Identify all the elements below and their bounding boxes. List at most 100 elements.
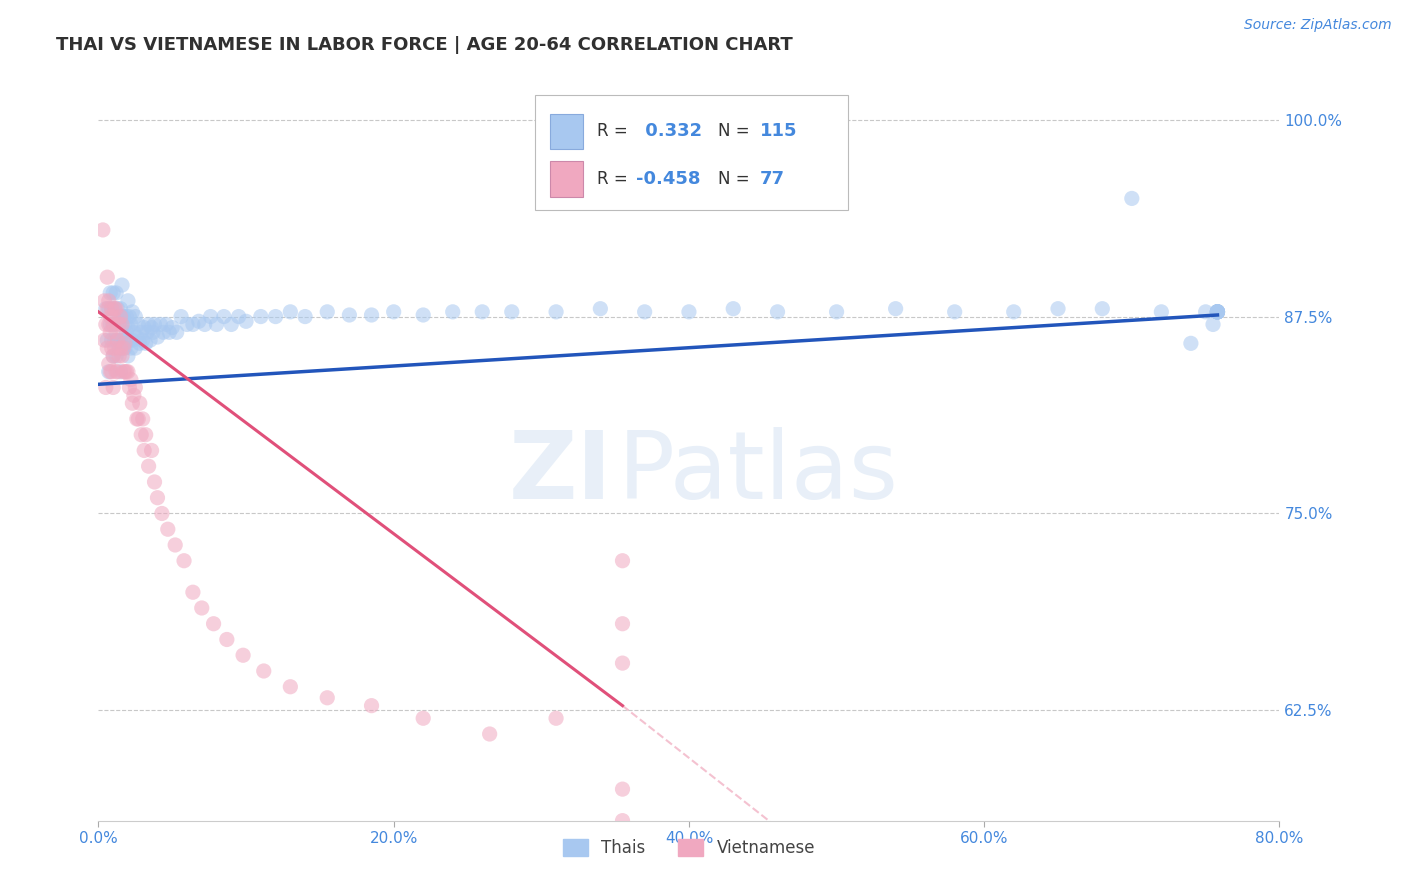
Point bbox=[143, 318, 166, 332]
Point bbox=[108, 341, 131, 355]
Point bbox=[122, 388, 145, 402]
Point bbox=[117, 349, 139, 363]
Point bbox=[105, 301, 128, 316]
Point bbox=[107, 301, 129, 316]
Point bbox=[110, 310, 132, 324]
Point bbox=[943, 305, 966, 319]
Point bbox=[1206, 305, 1229, 319]
Point bbox=[478, 727, 501, 741]
Point bbox=[103, 285, 125, 300]
Point bbox=[149, 318, 172, 332]
Point bbox=[104, 333, 127, 347]
Text: R =: R = bbox=[596, 122, 627, 140]
Point bbox=[127, 318, 149, 332]
Point bbox=[181, 318, 204, 332]
Point bbox=[94, 380, 117, 394]
Point bbox=[98, 285, 121, 300]
Point bbox=[173, 554, 195, 568]
Point bbox=[105, 326, 128, 340]
Point bbox=[117, 293, 139, 308]
Point bbox=[112, 333, 135, 347]
Point bbox=[112, 365, 135, 379]
Point bbox=[94, 301, 117, 316]
Point bbox=[1195, 305, 1218, 319]
Point bbox=[360, 308, 382, 322]
Point bbox=[723, 301, 745, 316]
Point bbox=[1002, 305, 1025, 319]
Point bbox=[589, 301, 612, 316]
Point bbox=[205, 318, 228, 332]
Point bbox=[104, 301, 127, 316]
Text: THAI VS VIETNAMESE IN LABOR FORCE | AGE 20-64 CORRELATION CHART: THAI VS VIETNAMESE IN LABOR FORCE | AGE … bbox=[56, 36, 793, 54]
Point bbox=[501, 305, 523, 319]
Point bbox=[134, 443, 156, 458]
Point bbox=[120, 341, 142, 355]
FancyBboxPatch shape bbox=[536, 95, 848, 210]
Point bbox=[280, 680, 302, 694]
Point bbox=[156, 522, 179, 536]
Point bbox=[97, 365, 120, 379]
Point bbox=[129, 326, 152, 340]
Point bbox=[1206, 305, 1229, 319]
Point bbox=[1206, 305, 1229, 319]
Point bbox=[212, 310, 235, 324]
Point bbox=[124, 310, 146, 324]
Point bbox=[103, 310, 125, 324]
Text: Patlas: Patlas bbox=[619, 426, 898, 518]
Point bbox=[612, 554, 634, 568]
Point bbox=[125, 412, 148, 426]
Point bbox=[121, 333, 143, 347]
Point bbox=[103, 318, 125, 332]
Point bbox=[114, 318, 136, 332]
Point bbox=[124, 380, 146, 394]
Text: N =: N = bbox=[718, 169, 749, 187]
Point bbox=[125, 330, 148, 344]
Point bbox=[104, 341, 127, 355]
Point bbox=[228, 310, 250, 324]
Point bbox=[132, 333, 155, 347]
Point bbox=[103, 380, 125, 394]
Point bbox=[146, 330, 169, 344]
Point bbox=[155, 318, 177, 332]
Point bbox=[141, 320, 163, 334]
Point bbox=[612, 814, 634, 828]
Point bbox=[471, 305, 494, 319]
Point bbox=[98, 318, 121, 332]
Point bbox=[316, 690, 339, 705]
Point bbox=[97, 318, 120, 332]
Point bbox=[1121, 191, 1143, 205]
Point bbox=[110, 301, 132, 316]
Point bbox=[235, 314, 257, 328]
Point bbox=[96, 301, 118, 316]
Point bbox=[110, 333, 132, 347]
Point bbox=[142, 326, 165, 340]
Point bbox=[115, 365, 138, 379]
Point bbox=[191, 601, 214, 615]
Point bbox=[118, 380, 141, 394]
Point bbox=[139, 333, 162, 347]
Point bbox=[1091, 301, 1114, 316]
Point bbox=[1206, 305, 1229, 319]
Point bbox=[118, 333, 141, 347]
Text: ZI: ZI bbox=[509, 426, 612, 518]
Point bbox=[96, 341, 118, 355]
Point bbox=[105, 365, 128, 379]
Point bbox=[111, 310, 134, 324]
Point bbox=[135, 336, 157, 351]
Point bbox=[93, 293, 115, 308]
Text: Source: ZipAtlas.com: Source: ZipAtlas.com bbox=[1244, 18, 1392, 32]
Point bbox=[166, 326, 188, 340]
FancyBboxPatch shape bbox=[550, 161, 582, 196]
Text: R =: R = bbox=[596, 169, 627, 187]
Point bbox=[91, 223, 114, 237]
Point bbox=[612, 616, 634, 631]
Point bbox=[98, 365, 121, 379]
Point bbox=[634, 305, 657, 319]
Point bbox=[150, 507, 173, 521]
Point bbox=[100, 341, 122, 355]
Point bbox=[546, 711, 568, 725]
Point bbox=[194, 318, 217, 332]
Point bbox=[100, 301, 122, 316]
Point bbox=[546, 305, 568, 319]
Point bbox=[134, 320, 156, 334]
